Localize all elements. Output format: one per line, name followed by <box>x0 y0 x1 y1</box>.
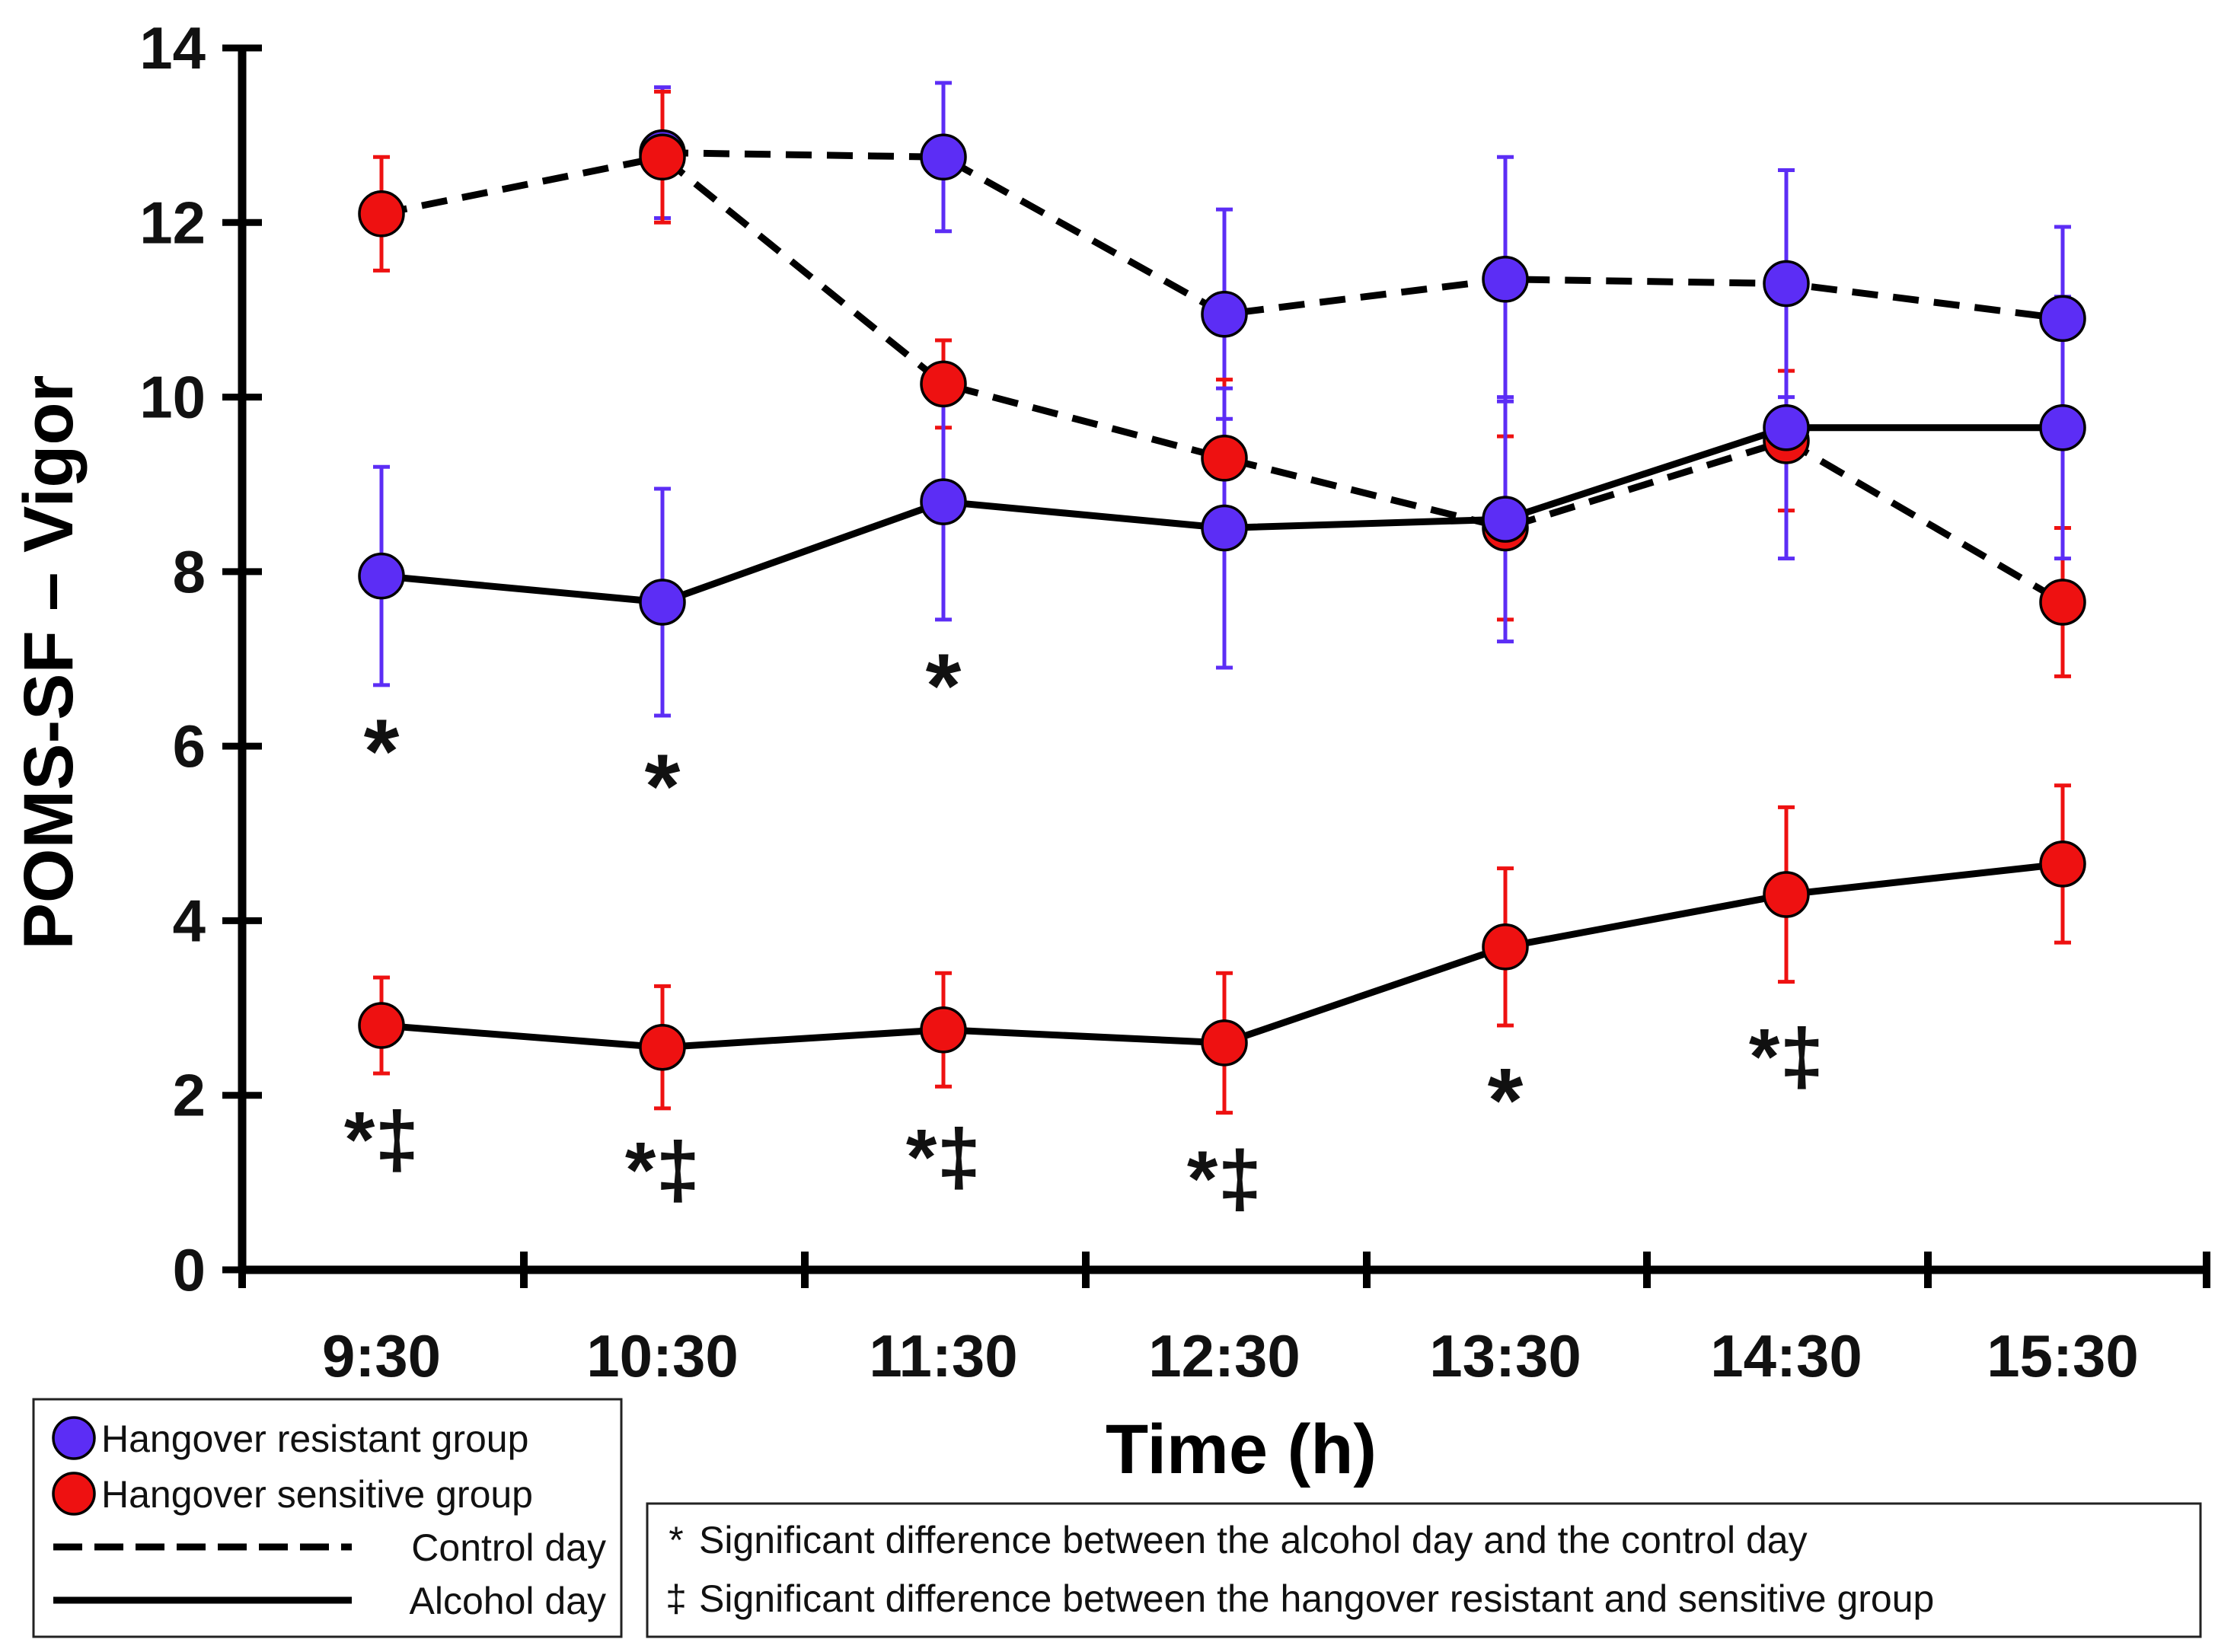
data-point-resistant-alcohol <box>639 579 686 626</box>
x-tick-label: 14:30 <box>1710 1322 1862 1389</box>
data-point-resistant-control <box>1201 290 1248 338</box>
y-tick-label: 4 <box>173 887 206 954</box>
significance-marker: * <box>645 735 681 837</box>
axes: 0 2 4 6 8 10 12 14 9:30 10:30 11:30 12:30 13:30 14:30… <box>10 14 2210 1488</box>
significance-marker: * <box>926 635 962 737</box>
data-point-sensitive-control <box>920 360 967 408</box>
significance-marker: * <box>1488 1050 1524 1152</box>
significance-marker: *‡ <box>344 1096 419 1185</box>
data-point-sensitive-alcohol <box>358 1002 405 1049</box>
data-point-resistant-alcohol <box>2039 403 2086 451</box>
data-point-resistant-alcohol <box>1201 504 1248 552</box>
data-point-resistant-alcohol <box>1763 403 1810 451</box>
data-point-sensitive-alcohol <box>1201 1019 1248 1067</box>
x-tick-label: 11:30 <box>869 1322 1017 1389</box>
y-tick-label: 0 <box>173 1236 206 1303</box>
x-tick-label: 10:30 <box>586 1322 739 1389</box>
data-point-sensitive-control <box>639 133 686 181</box>
series-line-resistant-control <box>662 149 2063 322</box>
legend-marker-resistant <box>52 1416 96 1460</box>
data-point-resistant-alcohol <box>920 478 967 525</box>
x-tick-label: 12:30 <box>1148 1322 1300 1389</box>
data-point-resistant-control <box>2039 295 2086 343</box>
notes-box: * Significant difference between the alco… <box>646 1502 2202 1638</box>
legend: Hangover resistant group Hangover sensiti… <box>32 1398 623 1638</box>
x-tick-label: 9:30 <box>322 1322 441 1389</box>
data-point-resistant-control <box>1482 256 1529 303</box>
y-tick-label: 12 <box>139 189 206 256</box>
note-symbol: * <box>669 1519 683 1561</box>
note-text: Significant difference between the hango… <box>699 1577 1934 1620</box>
data-point-sensitive-control <box>1201 435 1248 482</box>
significance-marker: *‡ <box>1187 1135 1262 1223</box>
y-tick-label: 14 <box>139 14 206 81</box>
y-tick-label: 6 <box>173 713 206 780</box>
note-symbol: ‡ <box>665 1577 687 1620</box>
legend-label: Control day <box>411 1526 606 1569</box>
data-point-sensitive-alcohol <box>2039 840 2086 888</box>
data-point-resistant-alcohol <box>358 552 405 600</box>
data-point-sensitive-alcohol <box>1763 871 1810 918</box>
notes-box-frame <box>646 1502 2202 1638</box>
data-point-sensitive-alcohol <box>639 1023 686 1071</box>
data-point-sensitive-control <box>2039 579 2086 626</box>
significance-marker: * <box>364 700 400 802</box>
data-point-sensitive-alcohol <box>1482 923 1529 971</box>
data-point-resistant-control <box>1763 260 1810 308</box>
data-points <box>358 129 2086 1071</box>
x-tick-label: 13:30 <box>1429 1322 1581 1389</box>
data-point-sensitive-alcohol <box>920 1006 967 1054</box>
legend-label: Alcohol day <box>410 1580 607 1622</box>
significance-marker: *‡ <box>1749 1013 1824 1102</box>
y-tick-label: 10 <box>139 364 206 431</box>
y-tick-label: 2 <box>173 1062 206 1129</box>
data-point-resistant-alcohol <box>1482 496 1529 543</box>
legend-label: Hangover sensitive group <box>101 1473 533 1516</box>
significance-marker: *‡ <box>906 1114 981 1202</box>
x-axis-title: Time (h) <box>1106 1411 1377 1488</box>
significance-marker: *‡ <box>625 1127 700 1215</box>
legend-marker-sensitive <box>52 1472 96 1516</box>
y-tick-label: 8 <box>173 538 206 605</box>
x-tick-label: 15:30 <box>1987 1322 2139 1389</box>
legend-label: Hangover resistant group <box>101 1418 528 1460</box>
significance-annotations: * * * *‡ *‡ *‡ *‡ * *‡ <box>344 635 1824 1223</box>
data-point-resistant-control <box>920 133 967 181</box>
y-axis-title: POMS-SF – Vigor <box>10 375 88 950</box>
note-text: Significant difference between the alcoh… <box>699 1519 1808 1561</box>
data-point-sensitive-control <box>358 190 405 238</box>
